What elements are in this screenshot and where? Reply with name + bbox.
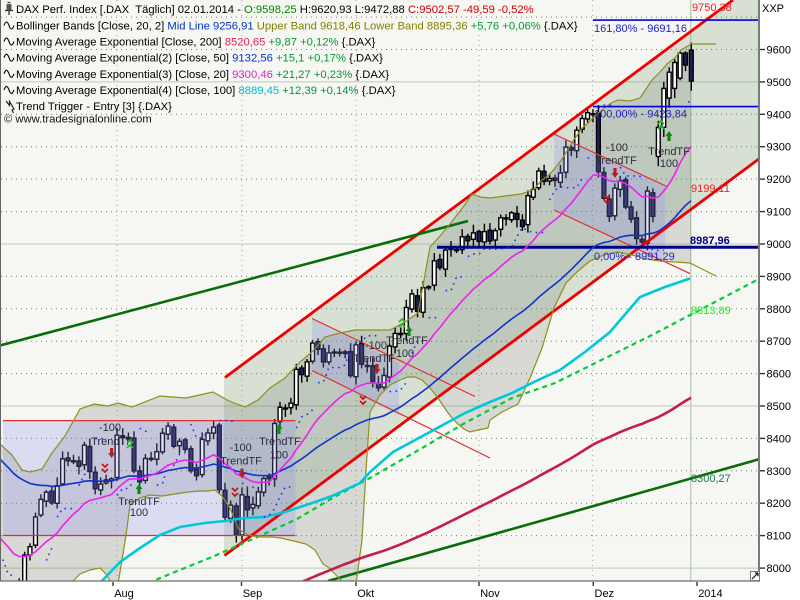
svg-text:-100: -100 bbox=[606, 142, 628, 154]
svg-text:Trend Trigger - Entry [3] {.DA: Trend Trigger - Entry [3] {.DAX} bbox=[16, 101, 172, 113]
svg-text:Moving Average Exponential [Cl: Moving Average Exponential [Close, 200] … bbox=[16, 37, 376, 49]
svg-text:8700: 8700 bbox=[767, 336, 791, 348]
svg-text:9200: 9200 bbox=[767, 174, 791, 186]
svg-text:TrendTF: TrendTF bbox=[220, 456, 262, 468]
svg-text:TrendTF: TrendTF bbox=[353, 353, 395, 365]
svg-text:Moving Average Exponential(4): Moving Average Exponential(4) [Close, 10… bbox=[16, 85, 396, 97]
svg-text:8813,89: 8813,89 bbox=[691, 305, 731, 317]
svg-text:2014: 2014 bbox=[698, 588, 722, 600]
svg-text:100: 100 bbox=[270, 450, 288, 462]
svg-text:8800: 8800 bbox=[767, 304, 791, 316]
svg-text:© www.tradesignalonline.com: © www.tradesignalonline.com bbox=[4, 114, 152, 126]
svg-text:8900: 8900 bbox=[767, 271, 791, 283]
svg-text:9400: 9400 bbox=[767, 109, 791, 121]
svg-text:8300,27: 8300,27 bbox=[691, 473, 731, 485]
svg-text:8200: 8200 bbox=[767, 498, 791, 510]
svg-text:9000: 9000 bbox=[767, 239, 791, 251]
svg-text:0,00% - 8991,29: 0,00% - 8991,29 bbox=[594, 251, 675, 263]
svg-text:9600: 9600 bbox=[767, 45, 791, 57]
svg-text:TrendTF: TrendTF bbox=[91, 436, 133, 448]
svg-text:8300: 8300 bbox=[767, 466, 791, 478]
svg-text:8600: 8600 bbox=[767, 369, 791, 381]
svg-text:161,80% - 9691,16: 161,80% - 9691,16 bbox=[594, 23, 687, 35]
svg-text:Sep: Sep bbox=[243, 588, 263, 600]
svg-text:100: 100 bbox=[396, 348, 414, 360]
svg-text:8500: 8500 bbox=[767, 401, 791, 413]
svg-text:-100: -100 bbox=[230, 442, 252, 454]
svg-text:100,00% - 9423,84: 100,00% - 9423,84 bbox=[594, 109, 687, 121]
svg-text:TrendTF: TrendTF bbox=[386, 335, 428, 347]
svg-text:8400: 8400 bbox=[767, 433, 791, 445]
svg-text:8987,96: 8987,96 bbox=[690, 235, 730, 247]
svg-text:TrendTF: TrendTF bbox=[118, 496, 160, 508]
svg-text:9750,38: 9750,38 bbox=[692, 2, 732, 14]
svg-text:100: 100 bbox=[130, 507, 148, 519]
svg-text:Moving Average Exponential(2): Moving Average Exponential(2) [Close, 50… bbox=[16, 53, 383, 65]
svg-text:8100: 8100 bbox=[767, 531, 791, 543]
svg-text:Aug: Aug bbox=[114, 588, 134, 600]
svg-text:9100: 9100 bbox=[767, 207, 791, 219]
svg-text:Okt: Okt bbox=[357, 588, 374, 600]
svg-text:9199,11: 9199,11 bbox=[691, 183, 730, 195]
svg-text:TrendTF: TrendTF bbox=[595, 155, 637, 167]
svg-text:-100: -100 bbox=[99, 422, 121, 434]
svg-text:Dez: Dez bbox=[595, 588, 615, 600]
svg-text:-100: -100 bbox=[365, 340, 387, 352]
svg-text:8000: 8000 bbox=[767, 563, 791, 575]
svg-text:9500: 9500 bbox=[767, 77, 791, 89]
svg-text:Nov: Nov bbox=[480, 588, 500, 600]
svg-text:TrendTF: TrendTF bbox=[259, 436, 301, 448]
svg-text:Moving Average Exponential(3): Moving Average Exponential(3) [Close, 20… bbox=[16, 69, 389, 81]
svg-text:Bollinger Bands [Close, 20, 2]: Bollinger Bands [Close, 20, 2] Mid Line … bbox=[16, 21, 578, 33]
svg-text:DAX Perf. Index [.DAX Täglich: DAX Perf. Index [.DAX Täglich] 02.01.201… bbox=[16, 4, 534, 16]
svg-text:XXP: XXP bbox=[762, 3, 784, 15]
svg-text:9300: 9300 bbox=[767, 142, 791, 154]
svg-text:TrendTF: TrendTF bbox=[648, 146, 690, 158]
svg-text:100: 100 bbox=[660, 158, 678, 170]
